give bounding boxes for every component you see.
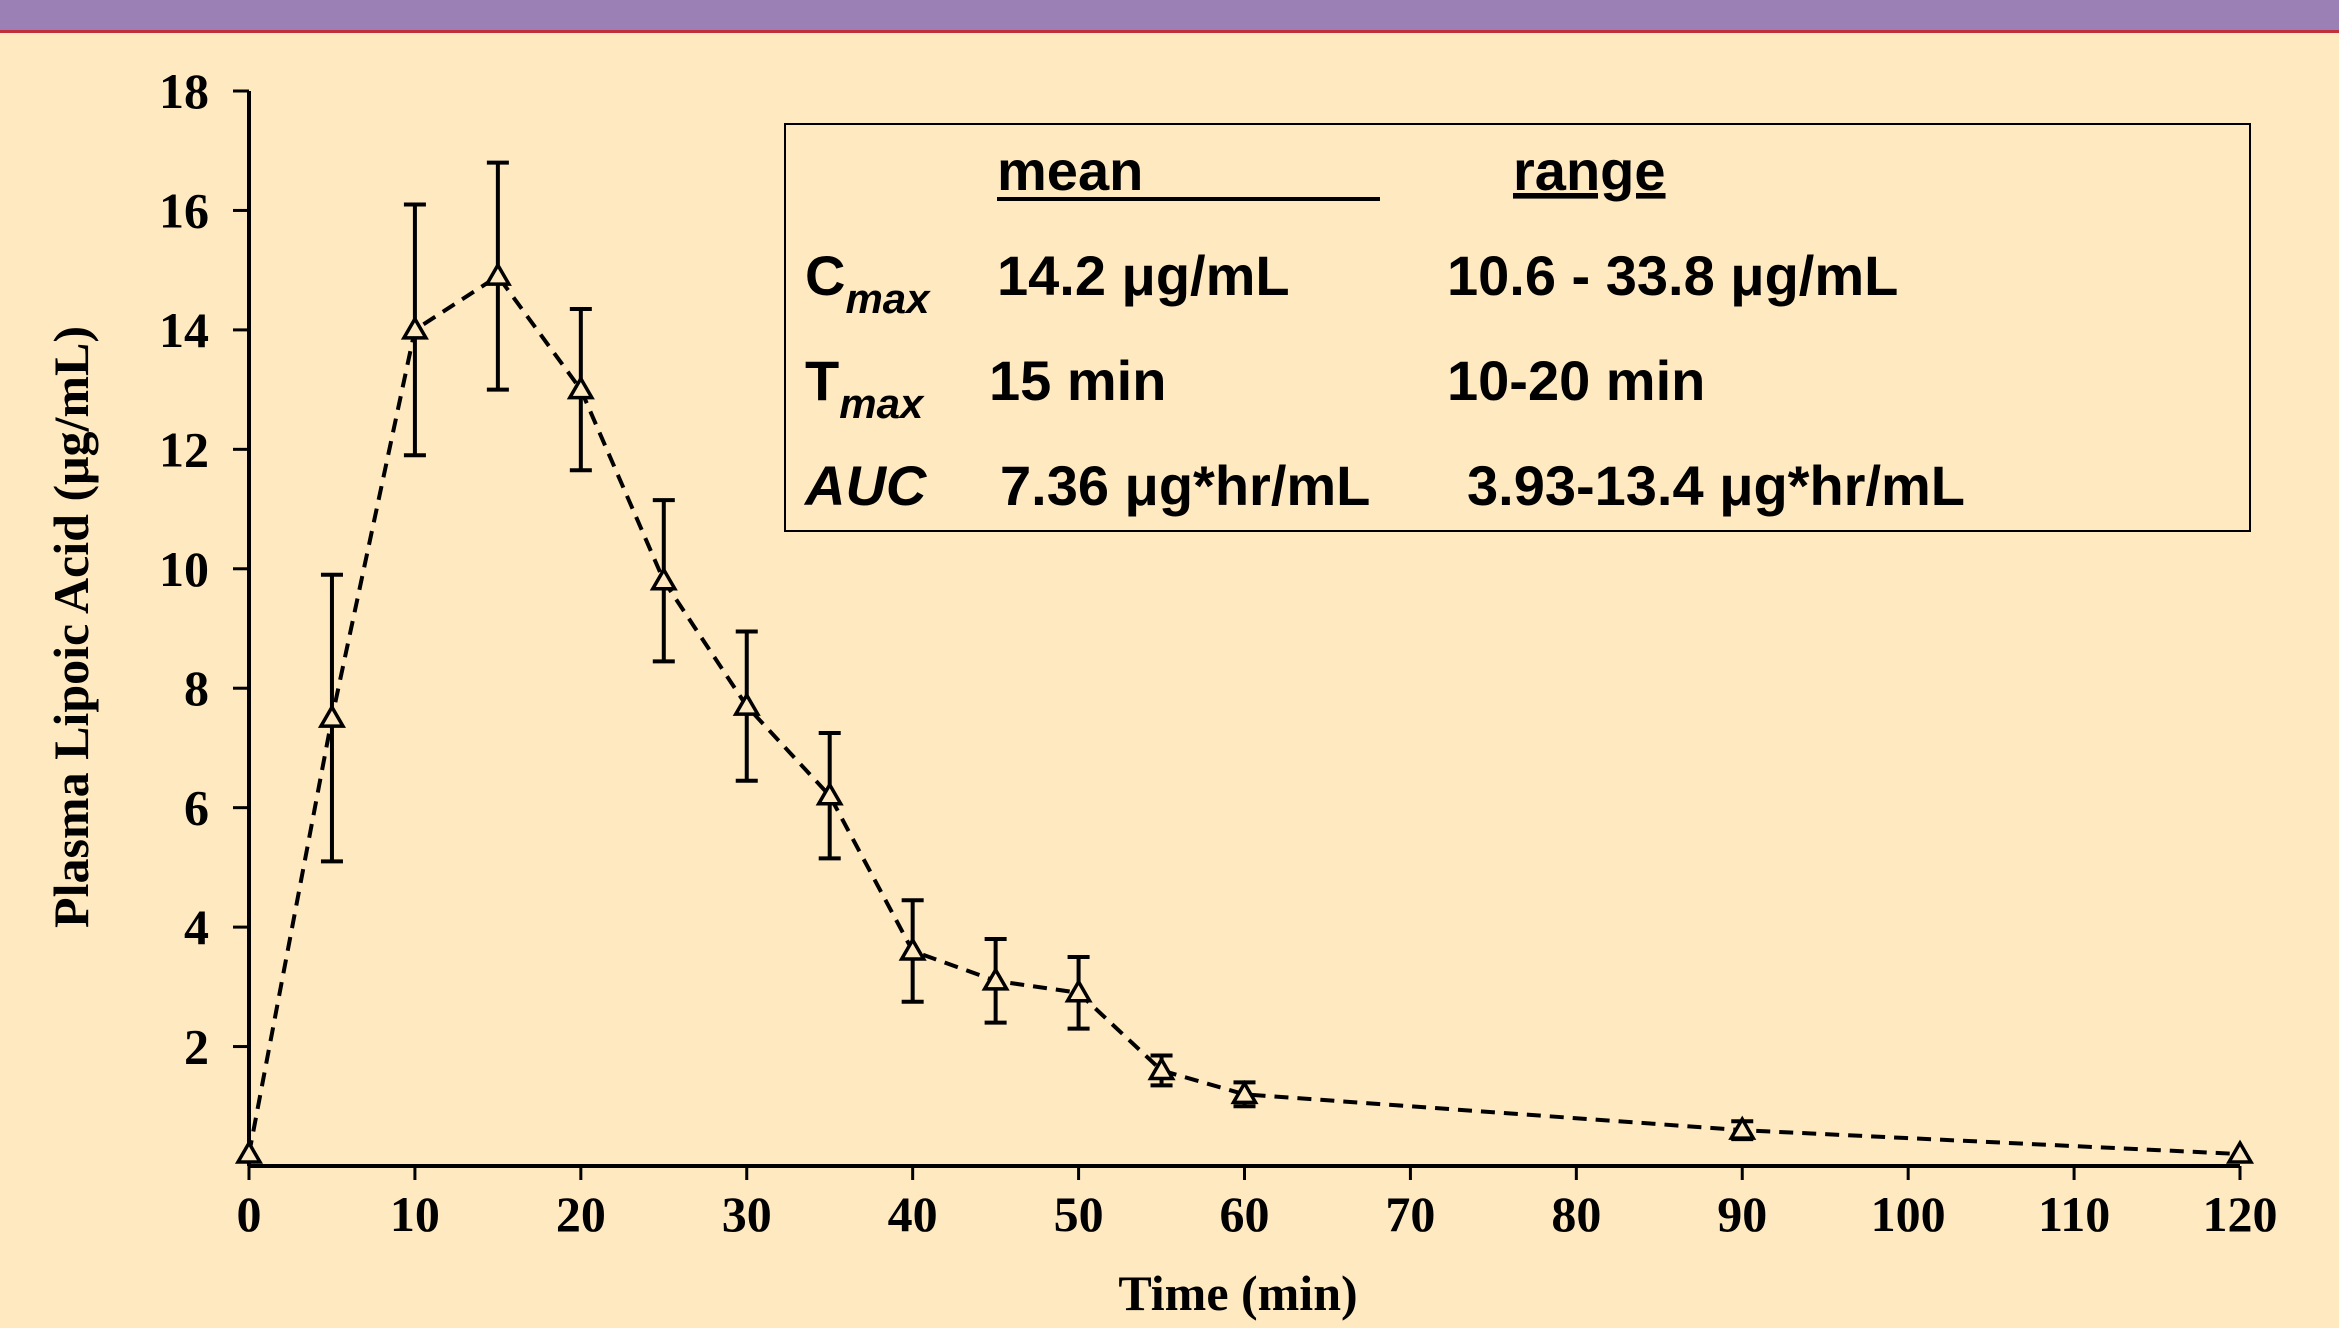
y-tick-label: 18 <box>159 63 209 119</box>
row-label: Cmax <box>805 244 931 322</box>
data-line <box>247 273 2241 1157</box>
data-point <box>1064 978 1093 1003</box>
row-label-sub: max <box>845 275 931 322</box>
data-point <box>400 315 429 340</box>
x-tick-label: 50 <box>1054 1186 1104 1242</box>
row-mean: 14.2 μg/mL <box>997 244 1290 307</box>
data-point <box>732 691 761 716</box>
x-tick-label: 120 <box>2203 1186 2278 1242</box>
annotation-box <box>784 123 2251 532</box>
annotation-header: mean <box>997 139 1143 202</box>
row-label-sub: max <box>839 380 925 427</box>
y-axis-label: Plasma Lipoic Acid (μg/mL) <box>43 326 99 928</box>
y-tick-label: 16 <box>159 182 209 238</box>
x-tick-label: 70 <box>1385 1186 1435 1242</box>
row-range: 10-20 min <box>1447 349 1705 412</box>
x-tick-label: 80 <box>1551 1186 1601 1242</box>
y-tick-label: 14 <box>159 302 209 358</box>
y-tick-label: 12 <box>159 421 209 477</box>
row-label: Tmax <box>805 349 925 427</box>
y-tick-label: 2 <box>184 1019 209 1075</box>
row-mean: 7.36 μg*hr/mL <box>1000 454 1370 517</box>
x-axis-label: Time (min) <box>1118 1265 1357 1321</box>
x-tick-label: 90 <box>1717 1186 1767 1242</box>
data-point <box>317 703 346 728</box>
data-point <box>981 966 1010 991</box>
data-point <box>234 1139 264 1164</box>
x-tick-label: 0 <box>237 1186 262 1242</box>
x-tick-label: 100 <box>1871 1186 1946 1242</box>
x-tick-label: 20 <box>556 1186 606 1242</box>
x-tick-label: 40 <box>888 1186 938 1242</box>
row-label-main: C <box>805 244 845 307</box>
data-point <box>566 375 595 400</box>
x-tick-label: 10 <box>390 1186 440 1242</box>
x-tick-label: 30 <box>722 1186 772 1242</box>
data-point <box>898 936 927 961</box>
banner-rule <box>0 30 2339 33</box>
row-range: 10.6 - 33.8 μg/mL <box>1447 244 1898 307</box>
data-point <box>1147 1055 1176 1081</box>
x-tick-label: 60 <box>1220 1186 1270 1242</box>
y-tick-label: 4 <box>184 899 209 955</box>
row-mean: 15 min <box>989 349 1166 412</box>
data-point <box>2225 1139 2255 1164</box>
data-point <box>1230 1079 1259 1105</box>
data-point <box>1728 1115 1757 1140</box>
y-tick-label: 10 <box>159 541 209 597</box>
row-range: 3.93-13.4 μg*hr/mL <box>1467 454 1965 517</box>
top-banner <box>0 0 2339 30</box>
data-point <box>649 566 678 591</box>
row-label: AUC <box>803 454 928 517</box>
data-point <box>815 781 844 806</box>
row-label-main: T <box>805 349 839 412</box>
row-label-main: AUC <box>803 454 928 517</box>
annotation-header: range <box>1513 139 1666 202</box>
y-tick-label: 8 <box>184 660 209 716</box>
data-point <box>483 261 512 286</box>
x-tick-label: 110 <box>2038 1186 2110 1242</box>
y-tick-label: 6 <box>184 780 209 836</box>
